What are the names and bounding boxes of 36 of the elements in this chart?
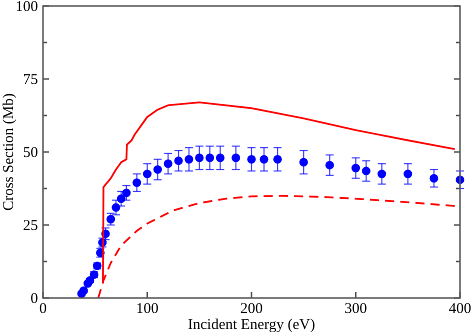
point: [116, 194, 126, 204]
point: [164, 159, 172, 168]
point: [273, 155, 282, 164]
point: [430, 174, 438, 183]
point: [206, 154, 214, 162]
point: [325, 160, 334, 170]
y-tick-label: 0: [30, 291, 38, 307]
x-tick-label: 100: [136, 301, 158, 317]
point: [247, 155, 256, 164]
point: [142, 170, 152, 178]
point: [260, 155, 268, 164]
y-tick-label: 100: [16, 0, 38, 15]
point: [195, 154, 204, 162]
x-tick-label: 300: [344, 301, 367, 317]
point: [153, 165, 162, 174]
x-tick-label: 400: [448, 301, 472, 317]
point: [132, 178, 142, 187]
point: [232, 154, 240, 162]
point: [184, 155, 194, 164]
point: [351, 164, 360, 172]
point: [299, 158, 308, 167]
y-tick-label: 25: [23, 218, 38, 234]
point: [84, 279, 92, 288]
y-tick-label: 50: [23, 145, 38, 161]
point: [216, 154, 225, 162]
y-axis-title: Cross Section (Mb): [1, 93, 17, 211]
point: [404, 170, 412, 178]
point: [112, 203, 120, 212]
x-tick-label: 200: [240, 301, 263, 317]
point: [174, 156, 183, 166]
y-tick-label: 75: [23, 72, 38, 88]
point: [77, 289, 86, 298]
point: [362, 166, 370, 176]
point: [122, 188, 131, 198]
point: [378, 170, 386, 178]
x-axis-title: Incident Energy (eV): [188, 317, 316, 332]
